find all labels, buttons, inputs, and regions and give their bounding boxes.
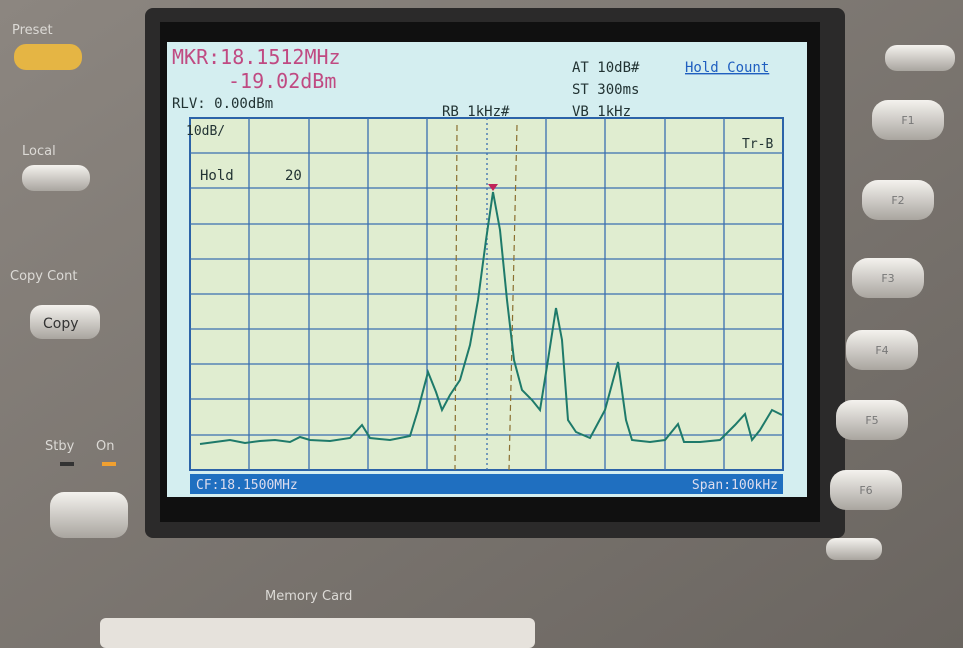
- card-slot: [100, 618, 535, 648]
- sweep-time: ST 300ms: [572, 82, 639, 98]
- preset-button[interactable]: [14, 44, 82, 70]
- f3-label: F3: [881, 272, 894, 285]
- f1-label: F1: [901, 114, 914, 127]
- f4-label: F4: [875, 344, 888, 357]
- local-button[interactable]: [22, 165, 90, 191]
- f2-label: F2: [891, 194, 904, 207]
- page: MKR:18.1512MHz -19.02dBm RLV: 0.00dBm RB…: [0, 0, 963, 648]
- marker-freq: MKR:18.1512MHz: [172, 45, 341, 69]
- ref-level: RLV: 0.00dBm: [172, 96, 273, 112]
- hold-value: 20: [285, 168, 302, 184]
- copy-label: Copy: [43, 316, 79, 332]
- rbw: RB 1kHz#: [442, 104, 510, 120]
- center-freq: CF:18.1500MHz: [196, 478, 298, 493]
- memory-card-label: Memory Card: [265, 589, 352, 604]
- attenuation: AT 10dB#: [572, 60, 640, 76]
- hold-label: Hold: [200, 168, 234, 184]
- scale: 10dB/: [186, 124, 225, 139]
- device-photo: MKR:18.1512MHz -19.02dBm RLV: 0.00dBm RB…: [0, 0, 963, 648]
- f6-label: F6: [859, 484, 872, 497]
- power-button[interactable]: [50, 492, 128, 538]
- trace-label: Tr-B: [742, 137, 773, 152]
- marker-level: -19.02dBm: [228, 69, 336, 93]
- copy-cont-label: Copy Cont: [10, 269, 77, 284]
- hold-count: Hold Count: [685, 60, 769, 76]
- local-label: Local: [22, 144, 56, 159]
- stby-led: [60, 462, 74, 466]
- menu-button[interactable]: [885, 45, 955, 71]
- vbw: VB 1kHz: [572, 104, 631, 120]
- on-label: On: [96, 439, 114, 454]
- preset-label: Preset: [12, 23, 53, 38]
- span: Span:100kHz: [692, 478, 778, 493]
- on-led: [102, 462, 116, 466]
- stby-label: Stby: [45, 439, 75, 454]
- return-button[interactable]: [826, 538, 882, 560]
- f5-label: F5: [865, 414, 878, 427]
